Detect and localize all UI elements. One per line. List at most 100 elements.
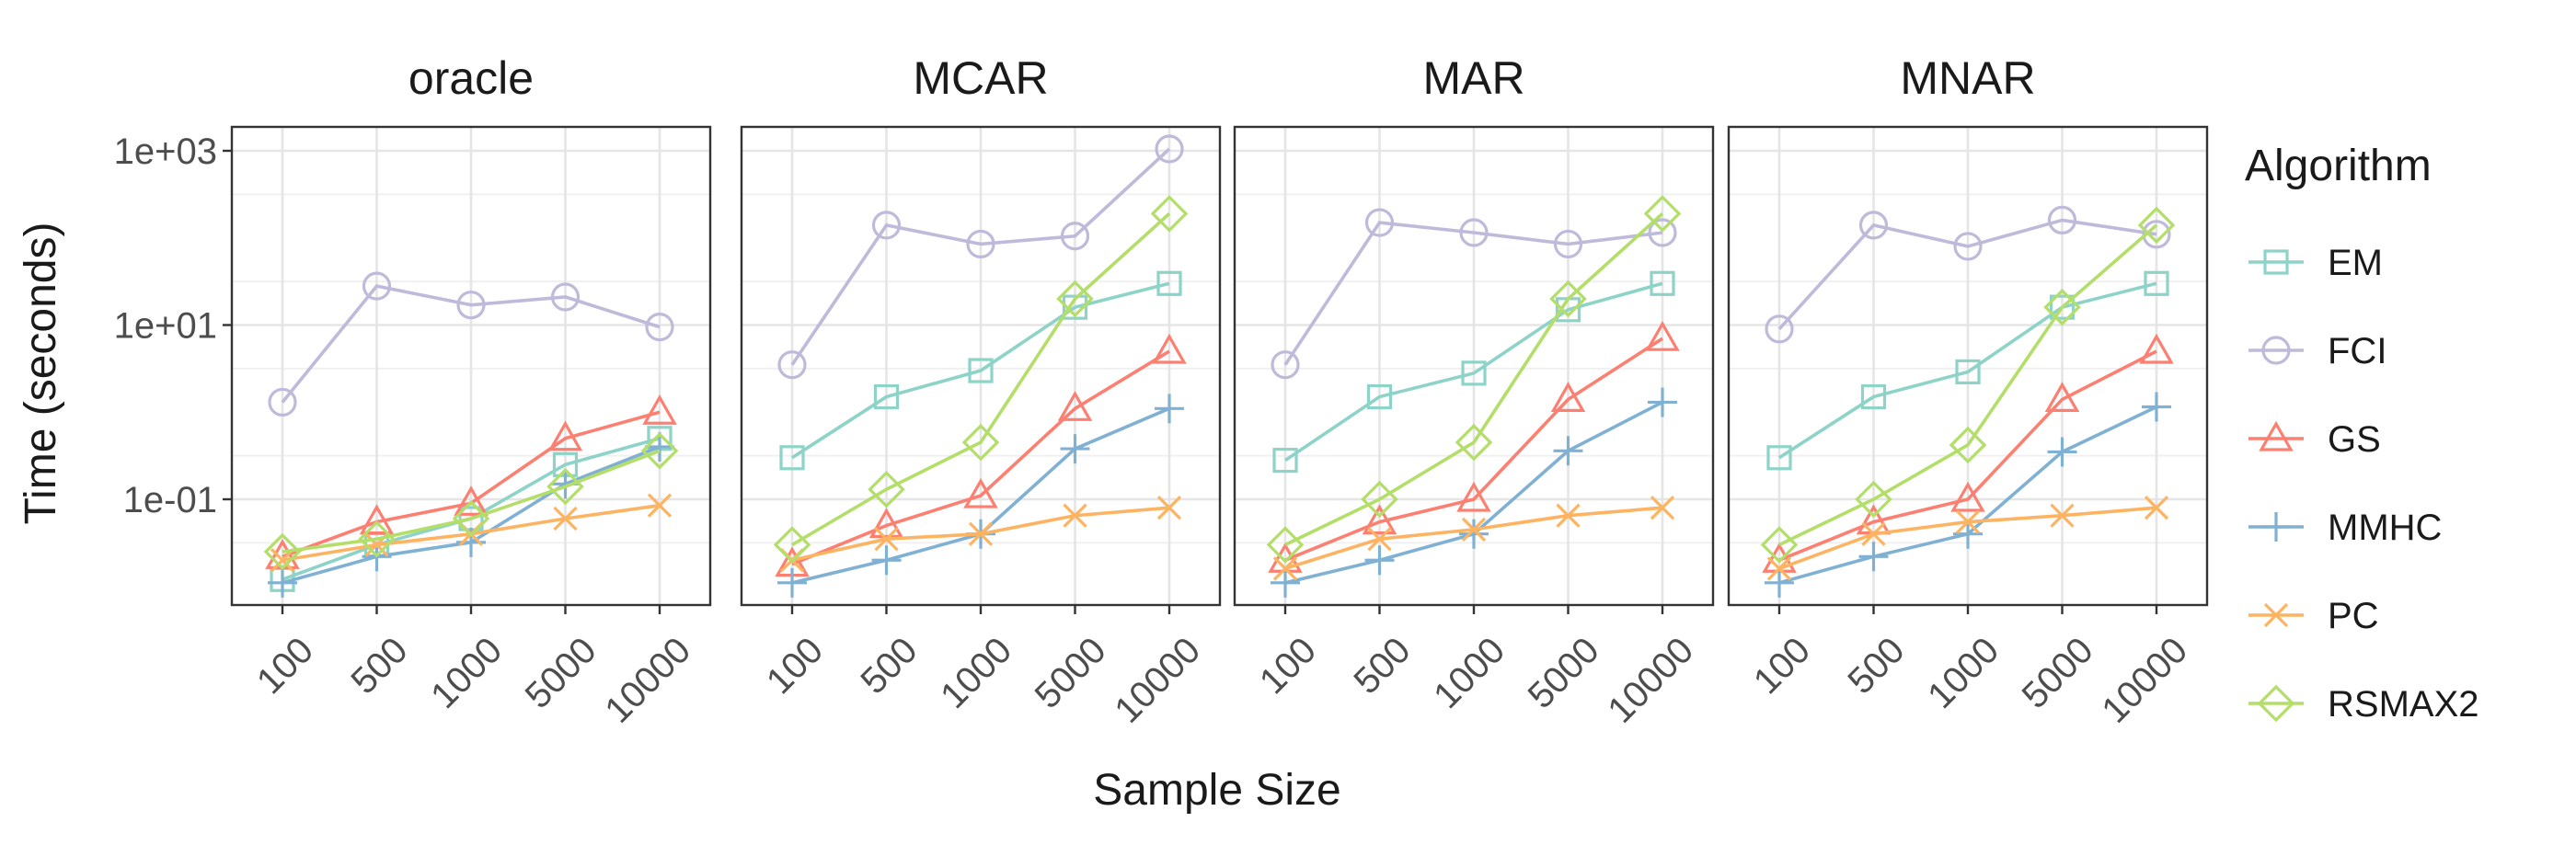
- data-point-em: [779, 445, 805, 471]
- x-axis-title: Sample Size: [1093, 766, 1340, 815]
- data-point-gs: [1456, 481, 1491, 512]
- series-line-gs: [791, 349, 1170, 566]
- data-point-gs: [1950, 481, 1985, 512]
- x-tick-label: 10000: [597, 630, 698, 731]
- legend-label: GS: [2328, 419, 2381, 460]
- data-point-rsmax2: [2137, 206, 2176, 245]
- data-point-fci: [1765, 314, 1794, 344]
- data-point-fci: [2047, 205, 2077, 235]
- data-point-rsmax2: [1549, 280, 1587, 318]
- x-tick-label: 10000: [1600, 630, 1701, 731]
- data-point-mmhc: [1271, 567, 1300, 598]
- data-point-pc: [874, 527, 899, 552]
- data-point-em: [1461, 360, 1487, 386]
- data-point-gs: [868, 508, 904, 539]
- data-point-pc: [2144, 496, 2169, 520]
- legend-item-em: EM: [2248, 243, 2383, 283]
- data-point-gs: [359, 504, 395, 535]
- legend-key-circle-icon: [2261, 336, 2291, 365]
- data-point-em: [1860, 383, 1887, 410]
- legend-key-plus-icon: [2261, 512, 2291, 542]
- legend-item-pc: PC: [2248, 596, 2379, 636]
- data-point-rsmax2: [452, 499, 490, 538]
- x-tick-label: 500: [343, 630, 415, 702]
- data-point-rsmax2: [1455, 423, 1493, 462]
- data-point-rsmax2: [546, 467, 584, 506]
- x-tick-label: 100: [1252, 630, 1324, 702]
- series-line-em: [791, 281, 1170, 460]
- series-line-em: [1778, 281, 2157, 460]
- data-point-fci: [1364, 208, 1395, 237]
- data-point-gs: [642, 394, 677, 425]
- data-point-mmhc: [1553, 436, 1583, 466]
- data-point-fci: [268, 387, 297, 417]
- series-line-rsmax2: [282, 449, 661, 554]
- data-point-rsmax2: [1643, 195, 1682, 233]
- series-line-fci: [1283, 221, 1663, 366]
- data-point-pc: [2050, 503, 2075, 528]
- data-point-rsmax2: [1361, 480, 1398, 519]
- data-point-pc: [1063, 503, 1087, 528]
- data-point-rsmax2: [1150, 195, 1189, 233]
- series-line-gs: [1284, 337, 1663, 562]
- facet-title: MAR: [1422, 52, 1524, 104]
- legend-item-fci: FCI: [2248, 331, 2386, 371]
- data-point-gs: [2139, 333, 2174, 364]
- facet-title: MCAR: [913, 52, 1048, 104]
- data-point-pc: [270, 548, 295, 573]
- data-point-rsmax2: [640, 432, 679, 470]
- data-point-rsmax2: [1056, 280, 1094, 318]
- data-point-fci: [1553, 229, 1583, 259]
- legend-key-diamond-icon: [2257, 684, 2295, 723]
- data-point-gs: [1550, 382, 1586, 413]
- data-point-pc: [1461, 517, 1487, 542]
- data-point-fci: [1648, 218, 1677, 247]
- data-point-pc: [1650, 496, 1675, 520]
- data-point-mmhc: [2142, 392, 2171, 422]
- legend-key-cross-icon: [2263, 602, 2289, 628]
- data-point-mmhc: [2047, 437, 2077, 467]
- data-point-fci: [871, 211, 902, 240]
- legend-key-square-icon: [2263, 249, 2289, 275]
- legend-label: MMHC: [2328, 508, 2442, 548]
- data-point-em: [1366, 383, 1393, 410]
- data-point-fci: [456, 291, 486, 320]
- data-point-fci: [645, 313, 674, 342]
- data-point-pc: [1955, 509, 1981, 534]
- data-point-rsmax2: [358, 520, 396, 558]
- data-point-gs: [547, 420, 583, 451]
- data-point-rsmax2: [1760, 526, 1799, 564]
- data-point-pc: [647, 493, 673, 518]
- x-tick-label: 5000: [1521, 630, 1607, 716]
- data-point-fci: [966, 229, 995, 259]
- data-point-rsmax2: [1949, 426, 1987, 464]
- data-point-gs: [1152, 333, 1187, 364]
- x-tick-label: 1000: [933, 630, 1019, 716]
- x-tick-label: 5000: [1028, 630, 1114, 716]
- data-point-pc: [553, 506, 578, 531]
- data-point-rsmax2: [263, 532, 302, 571]
- data-point-mmhc: [777, 567, 807, 598]
- y-axis-title: Time (seconds): [17, 223, 65, 525]
- data-point-pc: [1156, 496, 1182, 520]
- data-point-mmhc: [268, 567, 297, 598]
- data-point-mmhc: [1858, 542, 1889, 572]
- series-line-fci: [790, 147, 1171, 366]
- series-line-gs: [1778, 349, 2157, 562]
- x-tick-label: 5000: [518, 630, 604, 716]
- data-point-pc: [1556, 503, 1581, 528]
- series-line-fci: [281, 284, 661, 404]
- data-point-em: [1955, 359, 1981, 385]
- y-tick-label: 1e+03: [114, 131, 217, 172]
- facet-title: MNAR: [1900, 52, 2035, 104]
- data-point-fci: [550, 282, 581, 312]
- y-tick-label: 1e+01: [114, 306, 217, 347]
- data-point-mmhc: [1765, 567, 1794, 598]
- data-point-mmhc: [1459, 519, 1489, 549]
- series-line-fci: [1777, 218, 2157, 331]
